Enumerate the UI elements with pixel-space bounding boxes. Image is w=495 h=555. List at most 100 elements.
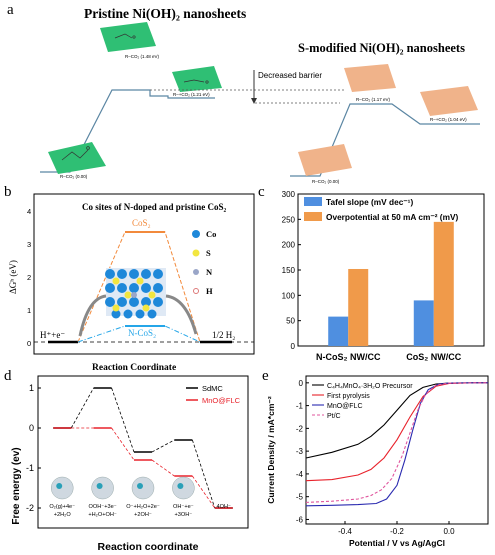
panel-e-label: e <box>262 368 269 384</box>
legend-label: Pt/C <box>327 413 341 420</box>
start-label: H⁺+e⁻ <box>40 330 65 340</box>
structure-image <box>177 483 184 489</box>
molecule-icon <box>61 33 457 161</box>
level-label: R–+CO₂ (1.04 eV) <box>430 117 467 122</box>
legend-swatch <box>304 197 322 206</box>
legend-n-marker <box>193 269 199 275</box>
step-label: 4OH⁻ <box>217 504 232 510</box>
legend-label: SdMC <box>202 384 223 393</box>
panel-a-title-left: Pristine Ni(OH)₂ nanosheets <box>84 6 247 21</box>
bar <box>348 268 369 346</box>
barrier-label: Decreased barrier <box>258 71 322 80</box>
x-tick-label: CoS₂ NW/CC <box>406 352 461 362</box>
y-tick-label: 300 <box>282 190 296 199</box>
structure-image <box>56 483 63 489</box>
y-tick-label: 50 <box>286 317 295 326</box>
level-label: R–CO₂ (0.00) <box>60 174 88 179</box>
panel-b-label: b <box>4 184 12 200</box>
legend-swatch <box>304 212 322 221</box>
series-line <box>305 382 488 507</box>
step-label: O₂(g)+4e⁻ <box>49 504 75 510</box>
bar <box>328 316 349 346</box>
legend-label: C₄H₄MnO₄·3H₂O Precursor <box>327 383 413 390</box>
panel-d-frame <box>37 375 249 529</box>
sheet-modified-low <box>298 144 352 176</box>
y-tick-label: -6 <box>296 515 304 524</box>
y-tick-label: -1 <box>296 402 304 411</box>
panel-e-xlabel: Potential / V vs Ag/AgCl <box>349 538 445 548</box>
panel-d-ylabel: Free energy (ev) <box>11 447 22 524</box>
bar <box>433 221 454 346</box>
panel-e-chart: 0 -1 -2 -3 -4 -5 -6 -0.4 -0.2 0.0 Potential / V vs… <box>266 375 489 548</box>
y-tick-label: 150 <box>282 266 296 275</box>
structure-image <box>96 483 103 489</box>
sheet-modified-high <box>344 64 396 92</box>
x-tick-label: 0.0 <box>443 527 455 536</box>
panel-a-title-right: S-modified Ni(OH)₂ nanosheets <box>298 41 465 55</box>
structure-image <box>172 476 195 500</box>
panel-c-label: c <box>258 184 265 200</box>
connector-line <box>70 387 94 429</box>
barrier-arrow-head <box>251 98 257 104</box>
sheet-pristine-mid <box>172 66 222 92</box>
legend-h-marker <box>193 288 199 294</box>
ncos2-label: N-CoS₂ <box>128 328 156 338</box>
legend-s-marker <box>192 249 200 257</box>
legend-label: MnO@FLC <box>327 403 363 410</box>
connector-line <box>192 439 216 509</box>
connector-line <box>151 459 175 477</box>
x-tick-label: -0.2 <box>390 527 404 536</box>
legend-co-label: Co <box>206 229 216 239</box>
structure-image <box>50 476 74 500</box>
level-label: R–+CO₂ (1.21 eV) <box>173 92 210 97</box>
step-label: +H₂O+OH⁻ <box>88 512 116 518</box>
panel-d-label: d <box>4 368 12 384</box>
y-tick-label: 100 <box>282 291 296 300</box>
panel-b-title: Co sites of N-doped and pristine CoS₂ <box>82 202 227 212</box>
level-label: R–CO₂ (1.17 eV) <box>356 97 391 102</box>
arrow-icon <box>165 294 198 335</box>
y-tick: 4 <box>27 207 31 216</box>
y-tick-label: -2 <box>26 503 34 513</box>
x-tick-label: N-CoS₂ NW/CC <box>316 352 381 362</box>
y-tick: 0 <box>27 339 31 348</box>
panel-b-legend: Co S N H <box>192 229 216 296</box>
panel-d-xlabel: Reaction coordinate <box>98 541 199 553</box>
sheet-pristine-high <box>100 22 156 52</box>
structure-image <box>91 476 114 500</box>
panel-b-ylabel: ΔGʰ (eV) <box>8 260 18 294</box>
modified-energy-path <box>290 103 480 177</box>
step-label: +2H₂O <box>54 512 72 518</box>
y-tick: 1 <box>27 306 31 315</box>
step-label: O⁻+H₂O+2e⁻ <box>126 504 160 510</box>
panel-e-ylabel: Current Density / mA*cm⁻² <box>266 396 276 504</box>
legend-n-label: N <box>206 267 213 277</box>
legend-label: MnO@FLC <box>202 396 241 405</box>
y-tick-label: -2 <box>296 424 304 433</box>
connector-line <box>151 439 175 453</box>
y-tick-label: 1 <box>29 383 34 393</box>
connector-line <box>111 427 135 461</box>
panel-a-diagram: R–CO₂ (0.00) R–CO₂ (1.48 eV) R–+CO₂ (1.2… <box>40 22 480 184</box>
y-tick-label: 0 <box>29 423 34 433</box>
panel-a-label: a <box>7 2 14 18</box>
level-label: R–CO₂ (1.48 eV) <box>125 54 160 59</box>
sheet-modified-mid <box>420 86 478 116</box>
panel-c-chart: 0 50 100 150 200 250 300 N-CoS₂ NW/CC CoS₂ NW/CC… <box>282 190 485 362</box>
legend-label: Tafel slope (mV dec⁻¹) <box>326 197 413 207</box>
y-tick-label: -1 <box>26 463 34 473</box>
y-tick: 3 <box>27 240 31 249</box>
y-tick-label: -4 <box>296 470 304 479</box>
end-label: 1/2 H₂ <box>212 330 235 340</box>
step-label: +3OH⁻ <box>175 512 193 518</box>
ncos2-path <box>77 325 201 343</box>
crystal-structure-image <box>105 268 166 319</box>
legend-label: First pyrolysis <box>327 393 370 400</box>
sheet-pristine-low <box>48 142 106 174</box>
connector-line <box>192 475 216 509</box>
y-tick-label: -5 <box>296 493 304 502</box>
y-tick-label: 0 <box>299 379 304 388</box>
y-tick-label: 250 <box>282 215 296 224</box>
step-label: +2OH⁻ <box>134 512 152 518</box>
legend-s-label: S <box>206 248 211 258</box>
